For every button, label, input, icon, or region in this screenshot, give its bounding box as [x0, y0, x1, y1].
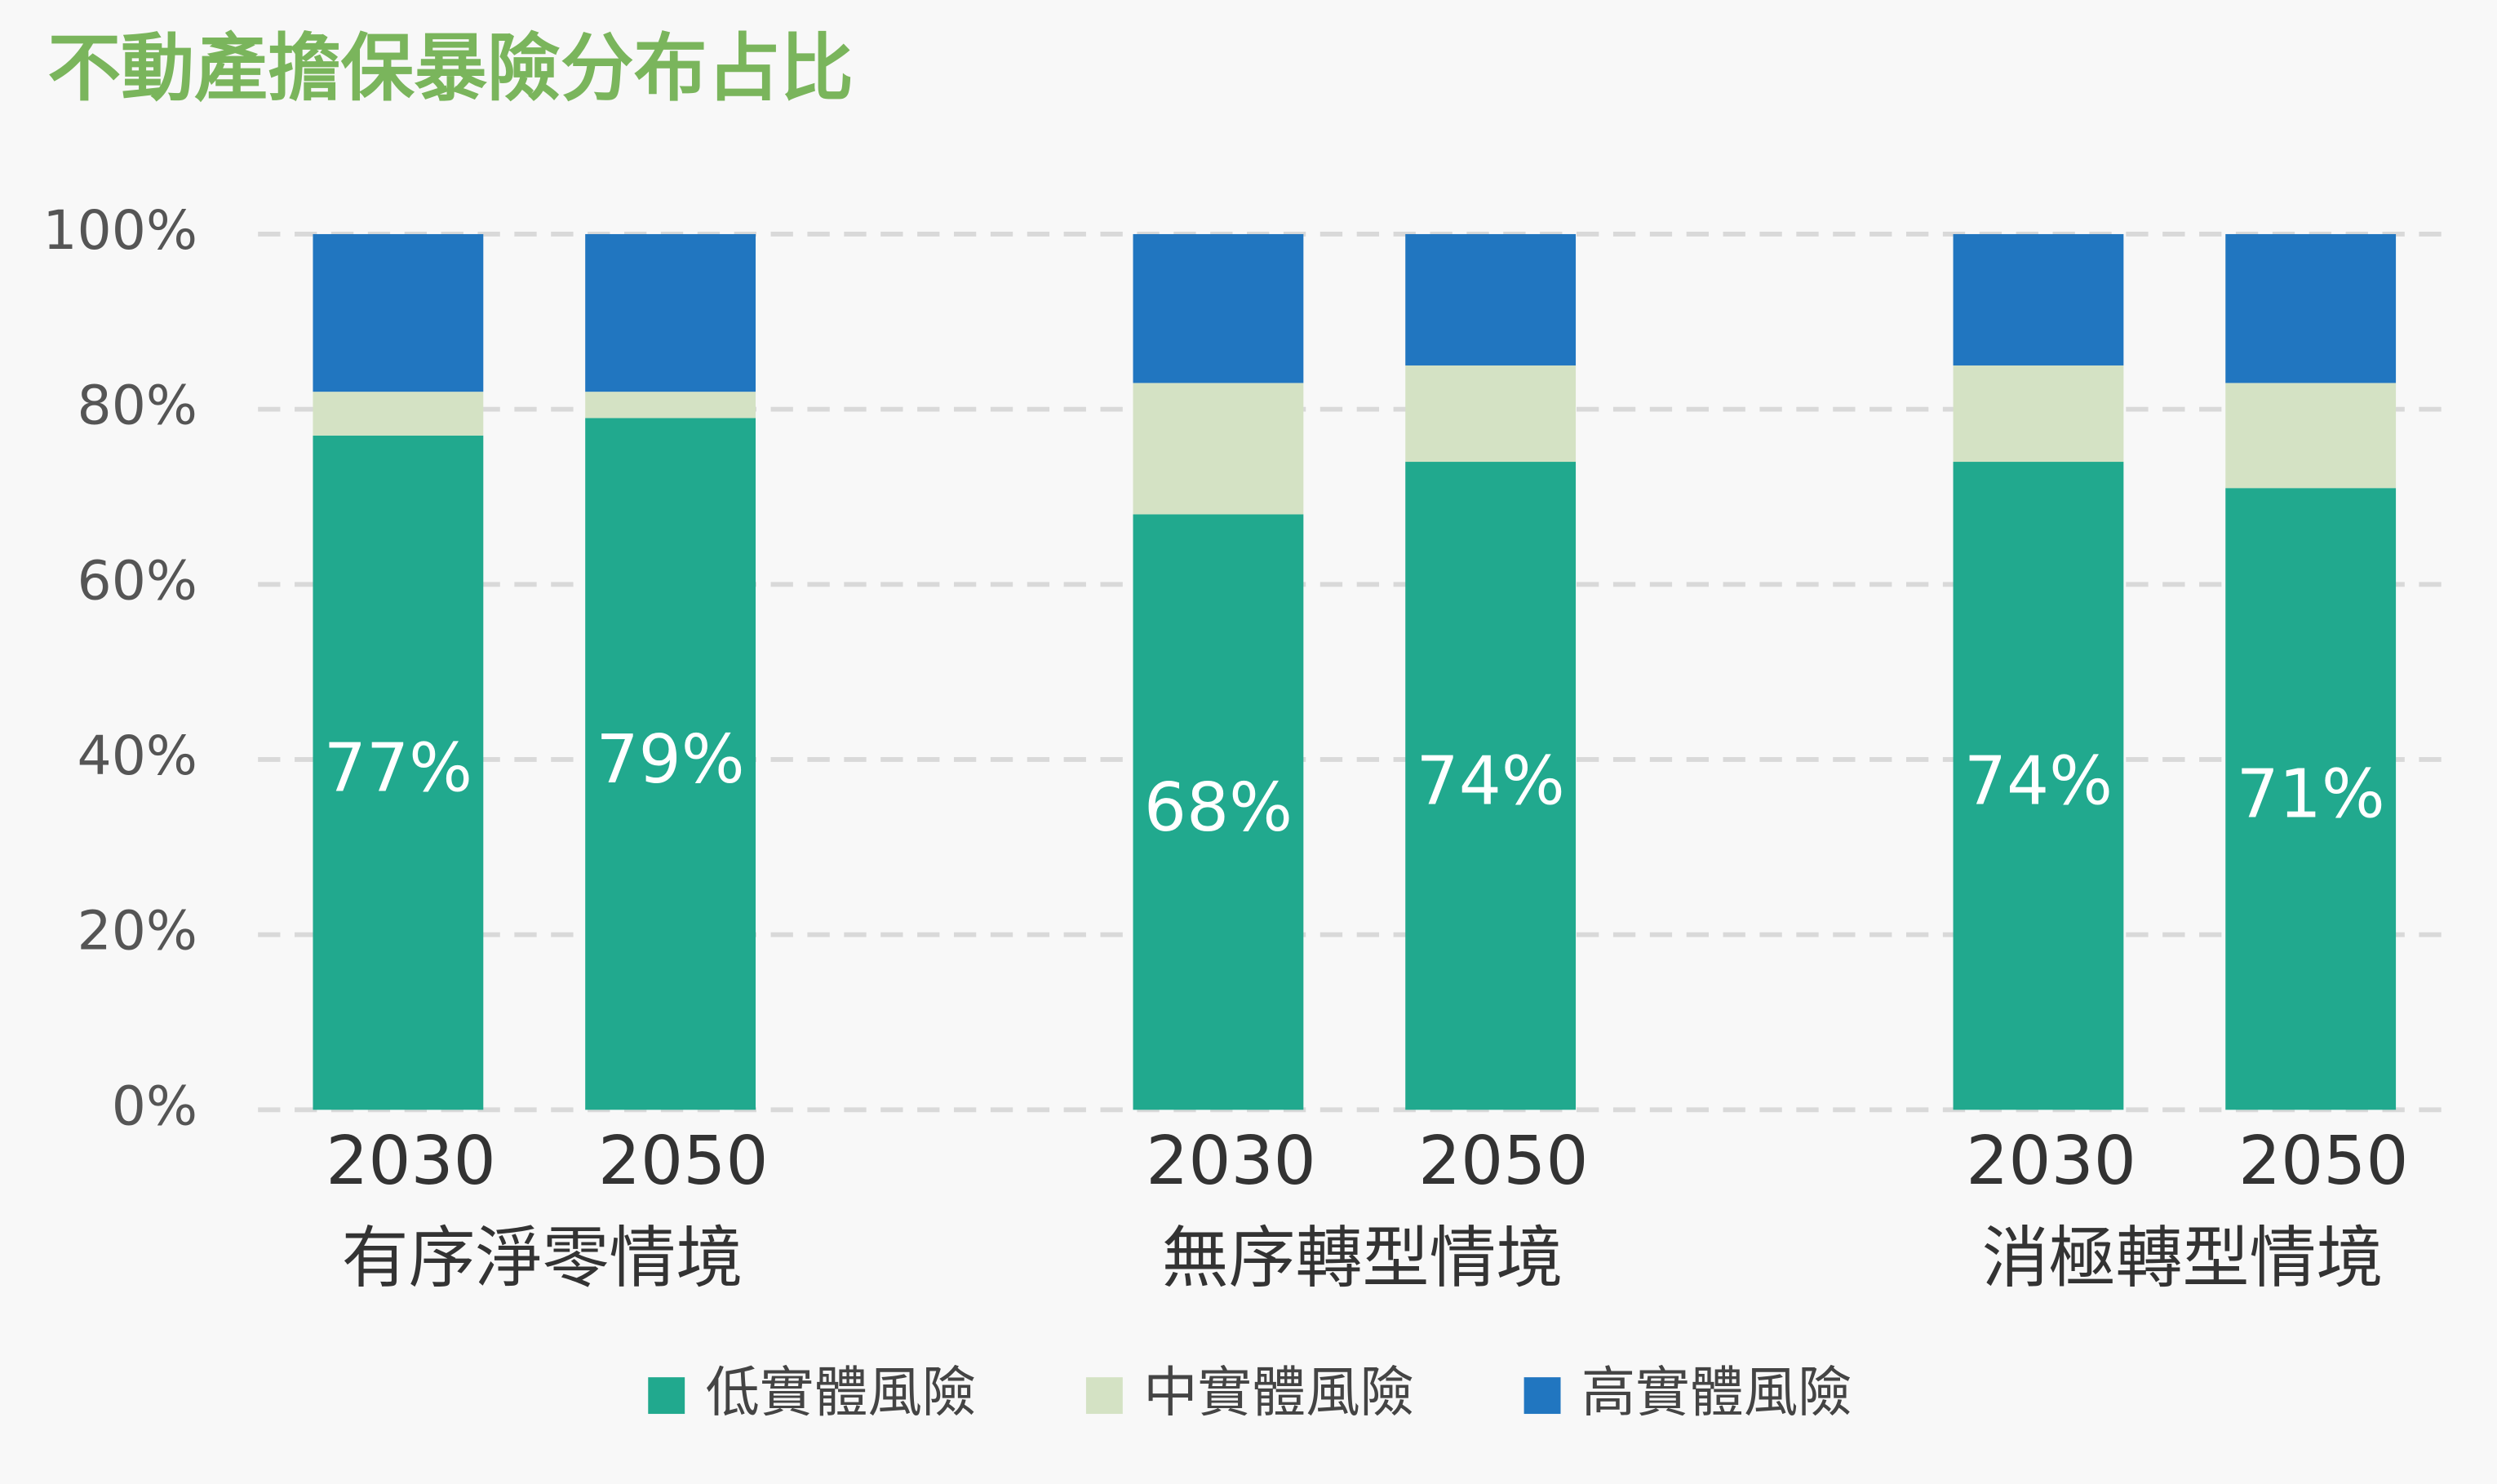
bar-segment	[2225, 488, 2397, 1110]
bar-segment	[1953, 365, 2124, 463]
value-label: 71%	[2237, 756, 2385, 834]
y-tick-label: 40%	[78, 724, 197, 787]
legend-swatch	[1523, 1377, 1561, 1415]
group-label: 有序淨零情境	[342, 1220, 743, 1297]
legend-swatch	[1085, 1377, 1123, 1415]
legend-label: 低實體風險	[706, 1361, 977, 1424]
bar-segment	[1953, 462, 2124, 1110]
bar-segment	[1405, 233, 1577, 365]
bar-segment	[313, 435, 484, 1110]
y-tick-label: 20%	[78, 899, 197, 963]
bar-segment	[1133, 383, 1304, 515]
legend-label: 中實體風險	[1143, 1361, 1414, 1424]
x-tick-label: 2030	[1966, 1123, 2136, 1200]
value-label: 77%	[324, 730, 472, 808]
bar-segment	[585, 233, 756, 392]
bar-segment	[1405, 365, 1577, 463]
group-label: 無序轉型情境	[1162, 1220, 1563, 1297]
x-tick-label: 2030	[1146, 1123, 1316, 1200]
bar-segment	[1133, 233, 1304, 383]
legend-label: 高實體風險	[1581, 1361, 1852, 1424]
bar-segment	[585, 392, 756, 419]
legend-swatch	[648, 1377, 685, 1415]
bar-segment	[2225, 383, 2397, 489]
x-tick-label: 2050	[2238, 1123, 2409, 1200]
bar-segment	[2225, 233, 2397, 383]
x-tick-label: 2030	[326, 1123, 496, 1200]
value-label: 74%	[1964, 743, 2113, 821]
group-label: 消極轉型情境	[1982, 1220, 2384, 1297]
bar-segment	[1133, 514, 1304, 1110]
value-label: 68%	[1144, 769, 1293, 847]
chart-title: 不動產擔保暴險分布占比	[48, 26, 854, 111]
bar-segment	[313, 233, 484, 392]
bar-segment	[313, 392, 484, 436]
y-tick-label: 0%	[112, 1074, 197, 1137]
y-tick-label: 80%	[78, 374, 197, 437]
bar-segment	[1953, 233, 2124, 365]
bar-segment	[1405, 462, 1577, 1110]
x-tick-label: 2050	[1418, 1123, 1589, 1200]
x-tick-label: 2050	[598, 1123, 769, 1200]
y-tick-label: 60%	[78, 548, 197, 612]
y-tick-label: 100%	[42, 198, 197, 262]
value-label: 79%	[597, 721, 745, 799]
bar-segment	[585, 418, 756, 1110]
value-label: 74%	[1417, 743, 1565, 821]
